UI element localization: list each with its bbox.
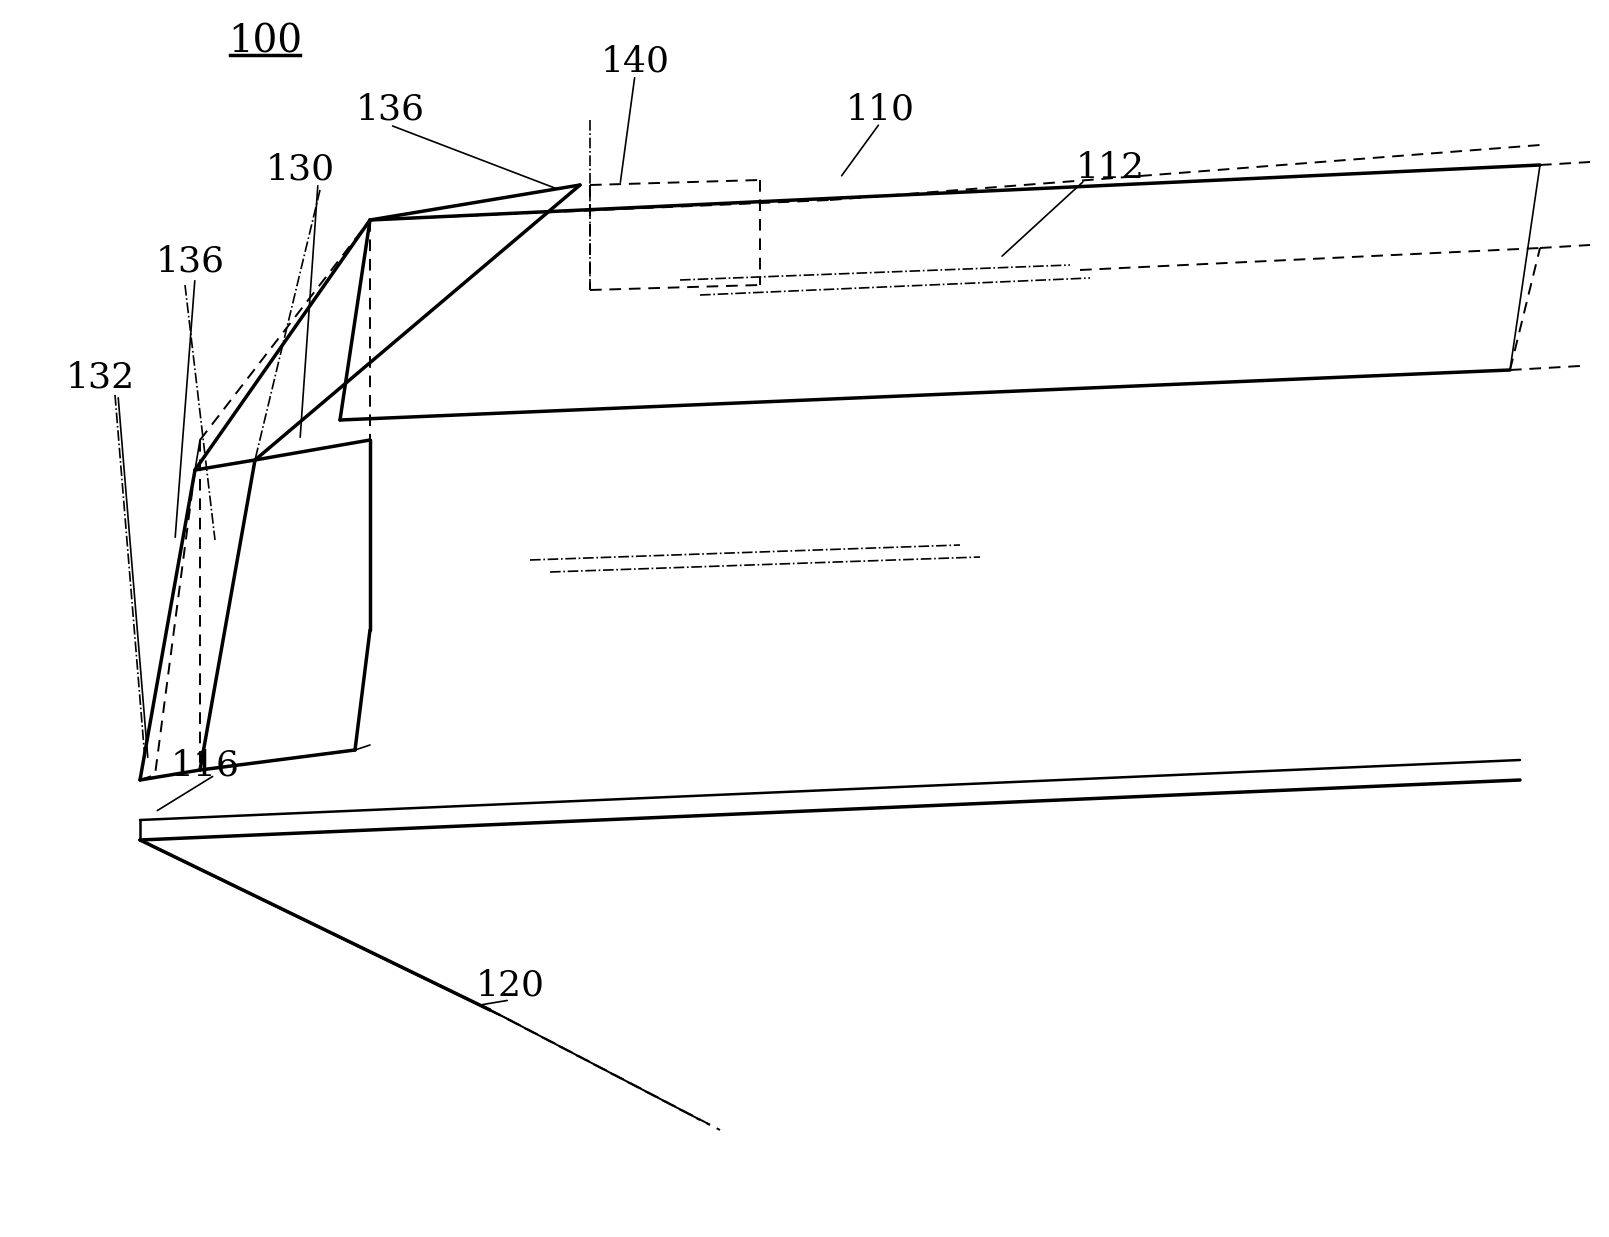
Text: 136: 136	[356, 93, 425, 127]
Text: 110: 110	[845, 93, 914, 127]
Text: 112: 112	[1075, 151, 1144, 186]
Text: 140: 140	[600, 45, 669, 79]
Text: 100: 100	[228, 24, 302, 61]
Text: 136: 136	[156, 245, 225, 280]
Text: 130: 130	[265, 153, 335, 187]
Text: 132: 132	[66, 361, 135, 395]
Text: 116: 116	[171, 748, 240, 782]
Text: 120: 120	[476, 969, 544, 1002]
